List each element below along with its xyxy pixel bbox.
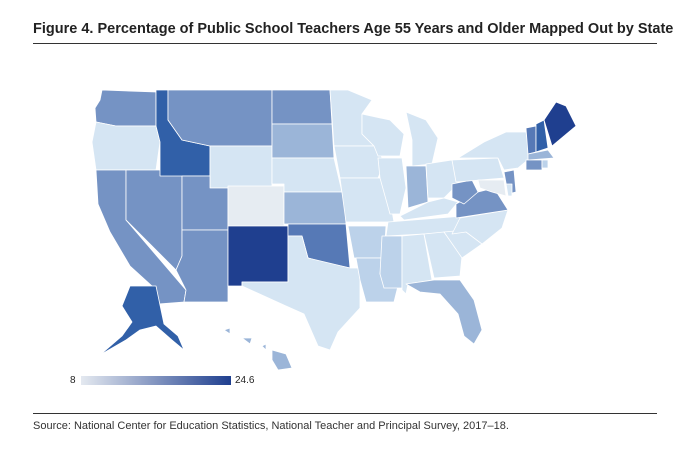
- state-VT: [525, 125, 537, 155]
- state-NM: [227, 225, 289, 287]
- legend-max-label: 24.6: [235, 375, 255, 386]
- state-MA: [527, 149, 555, 161]
- state-WY: [209, 145, 273, 189]
- legend-gradient-bar: [81, 376, 231, 385]
- figure-title: Figure 4. Percentage of Public School Te…: [33, 21, 674, 37]
- state-TX: [241, 235, 361, 351]
- state-RI: [541, 159, 549, 169]
- state-WI: [361, 113, 405, 157]
- state-AR: [347, 225, 387, 259]
- state-NH: [535, 119, 549, 153]
- legend-min-label: 8: [70, 375, 76, 386]
- state-WA: [94, 89, 157, 127]
- state-PA: [451, 157, 505, 183]
- state-ND: [271, 89, 333, 125]
- state-OH: [425, 159, 459, 199]
- state-CO: [227, 185, 285, 227]
- state-FL: [405, 279, 483, 345]
- state-MT: [167, 89, 273, 147]
- state-ME: [543, 101, 577, 147]
- state-HI: [223, 327, 293, 371]
- state-OR: [91, 121, 161, 171]
- title-rule: [33, 43, 657, 44]
- state-MS: [379, 235, 403, 289]
- state-KY: [399, 197, 459, 221]
- state-IN: [405, 165, 429, 209]
- state-MI: [405, 111, 439, 167]
- state-KS: [283, 191, 347, 225]
- state-SD: [271, 123, 335, 159]
- source-rule: [33, 413, 657, 414]
- state-CT: [525, 159, 543, 171]
- state-MD: [477, 179, 507, 197]
- state-DE: [505, 183, 513, 197]
- source-note: Source: National Center for Education St…: [33, 420, 509, 432]
- state-AK: [99, 285, 185, 356]
- state-IL: [377, 157, 407, 215]
- us-choropleth-map: [91, 89, 577, 371]
